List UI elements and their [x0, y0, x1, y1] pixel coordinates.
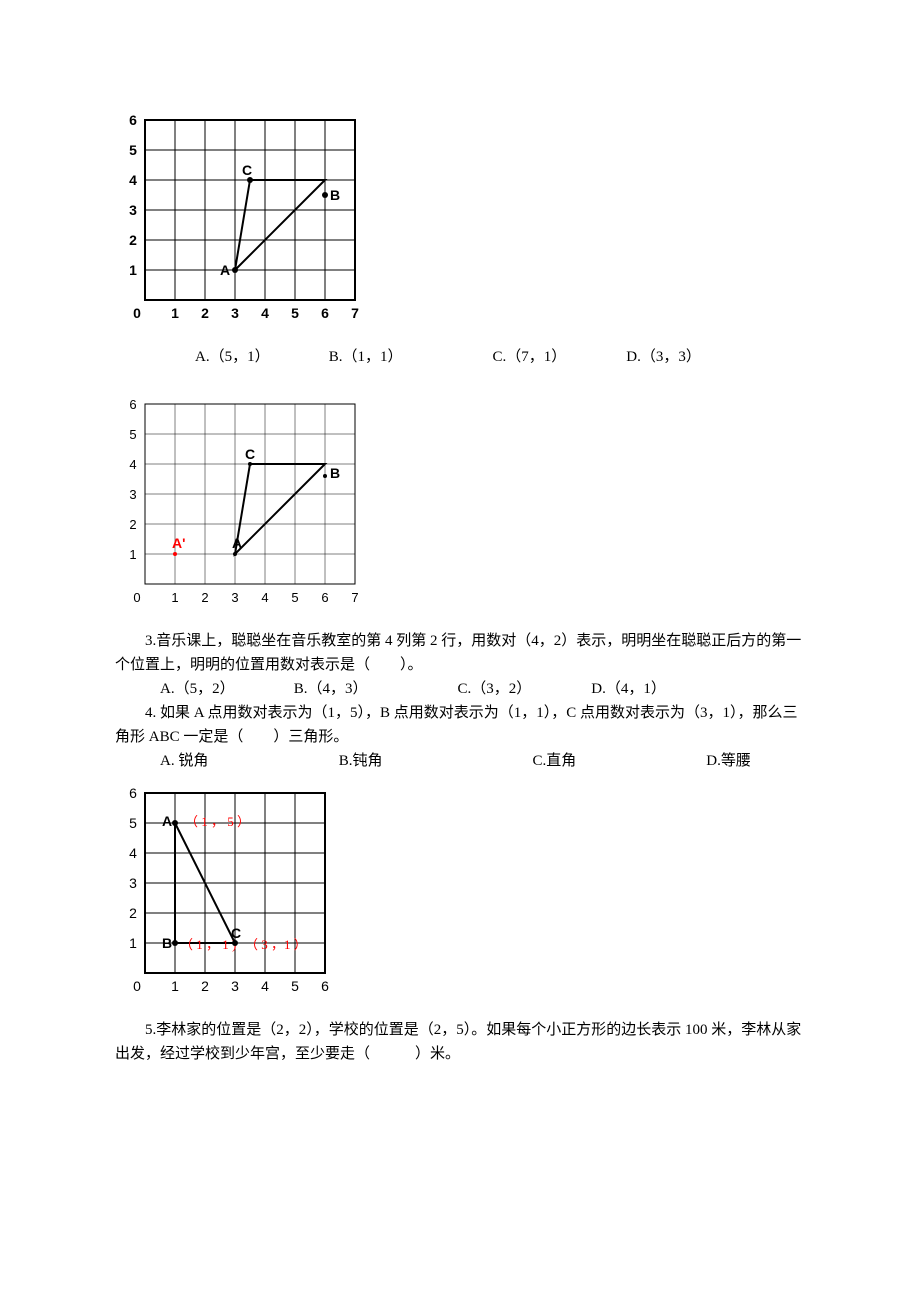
svg-text:5: 5	[291, 590, 298, 605]
question-4-text: 4. 如果 A 点用数对表示为（1，5），B 点用数对表示为（1，1），C 点用…	[115, 701, 805, 749]
svg-text:4: 4	[261, 305, 269, 321]
svg-text:3: 3	[129, 875, 137, 891]
option-4c: C.直角	[533, 749, 703, 773]
svg-text:6: 6	[321, 590, 328, 605]
chart-2-svg: 0 1 2 3 4 5 6 7 1 2 3 4 5 6 A B C A'	[115, 394, 385, 614]
svg-text:B: B	[330, 187, 340, 203]
svg-text:（ 3 ，1 ）: （ 3 ，1 ）	[245, 937, 307, 952]
svg-text:1: 1	[171, 978, 179, 994]
svg-text:2: 2	[129, 517, 136, 532]
svg-text:4: 4	[261, 590, 268, 605]
svg-text:4: 4	[129, 845, 137, 861]
svg-text:1: 1	[129, 935, 137, 951]
svg-text:2: 2	[201, 978, 209, 994]
options-4: A. 锐角 B.钝角 C.直角 D.等腰	[115, 749, 805, 773]
option-1d: D.（3，3）	[626, 345, 701, 369]
option-4b: B.钝角	[339, 749, 529, 773]
svg-text:2: 2	[201, 305, 209, 321]
svg-text:2: 2	[129, 905, 137, 921]
svg-text:6: 6	[129, 397, 136, 412]
option-1a: A.（5，1）	[195, 345, 325, 369]
svg-text:5: 5	[129, 427, 136, 442]
svg-text:7: 7	[351, 590, 358, 605]
svg-text:4: 4	[129, 172, 137, 188]
svg-text:A: A	[220, 262, 230, 278]
svg-text:6: 6	[129, 785, 137, 801]
svg-text:1: 1	[171, 590, 178, 605]
svg-text:6: 6	[321, 978, 329, 994]
svg-text:3: 3	[231, 590, 238, 605]
svg-text:C: C	[231, 925, 241, 941]
svg-text:（ 1 ， 5 ）: （ 1 ， 5 ）	[185, 814, 250, 829]
svg-text:5: 5	[291, 305, 299, 321]
question-3-text: 3.音乐课上，聪聪坐在音乐教室的第 4 列第 2 行，用数对（4，2）表示，明明…	[115, 629, 805, 677]
svg-text:5: 5	[291, 978, 299, 994]
svg-text:0: 0	[133, 305, 141, 321]
svg-text:7: 7	[351, 305, 359, 321]
svg-text:1: 1	[129, 547, 136, 562]
svg-text:A: A	[232, 535, 242, 551]
option-3b: B.（4，3）	[294, 677, 454, 701]
svg-text:1: 1	[171, 305, 179, 321]
option-1b: B.（1，1）	[329, 345, 489, 369]
svg-text:3: 3	[231, 305, 239, 321]
option-4d: D.等腰	[706, 749, 751, 773]
svg-text:2: 2	[129, 232, 137, 248]
question-5-text: 5.李林家的位置是（2，2），学校的位置是（2，5）。如果每个小正方形的边长表示…	[115, 1018, 805, 1066]
chart-3-svg: 0 1 2 3 4 5 6 1 2 3 4 5 6 A （ 1 ， 5 ） B （ 1 ， 1 )C （ 3 ，1…	[115, 783, 365, 1003]
option-4a: A. 锐角	[160, 749, 335, 773]
option-3c: C.（3，2）	[458, 677, 588, 701]
svg-text:6: 6	[321, 305, 329, 321]
svg-text:（ 1 ， 1 ): （ 1 ， 1 )	[180, 937, 236, 952]
svg-text:0: 0	[133, 590, 140, 605]
svg-text:1: 1	[129, 262, 137, 278]
options-3: A.（5，2） B.（4，3） C.（3，2） D.（4，1）	[115, 677, 805, 701]
options-1: A.（5，1） B.（1，1） C.（7，1） D.（3，3）	[115, 345, 805, 369]
chart-3: 0 1 2 3 4 5 6 1 2 3 4 5 6 A （ 1 ， 5 ） B （ 1 ， 1 )C （ 3 ，1…	[115, 783, 805, 1008]
chart-1-svg: 0 1 2 3 4 5 6 7 1 2 3 4 5 6 A B C	[115, 110, 385, 330]
svg-text:B: B	[162, 935, 172, 951]
svg-text:4: 4	[261, 978, 269, 994]
svg-text:C: C	[245, 446, 255, 462]
svg-text:5: 5	[129, 815, 137, 831]
svg-text:3: 3	[129, 202, 137, 218]
chart-2: 0 1 2 3 4 5 6 7 1 2 3 4 5 6 A B C A'	[115, 394, 805, 619]
svg-text:5: 5	[129, 142, 137, 158]
svg-text:0: 0	[133, 978, 141, 994]
svg-text:A': A'	[172, 535, 185, 551]
option-3a: A.（5，2）	[160, 677, 290, 701]
chart-1: 0 1 2 3 4 5 6 7 1 2 3 4 5 6 A B C	[115, 110, 805, 335]
svg-text:3: 3	[129, 487, 136, 502]
svg-text:A: A	[162, 813, 172, 829]
svg-text:C: C	[242, 162, 252, 178]
svg-text:2: 2	[201, 590, 208, 605]
svg-text:4: 4	[129, 457, 136, 472]
svg-text:B: B	[330, 465, 340, 481]
option-1c: C.（7，1）	[493, 345, 623, 369]
svg-text:6: 6	[129, 112, 137, 128]
svg-text:3: 3	[231, 978, 239, 994]
option-3d: D.（4，1）	[591, 677, 666, 701]
